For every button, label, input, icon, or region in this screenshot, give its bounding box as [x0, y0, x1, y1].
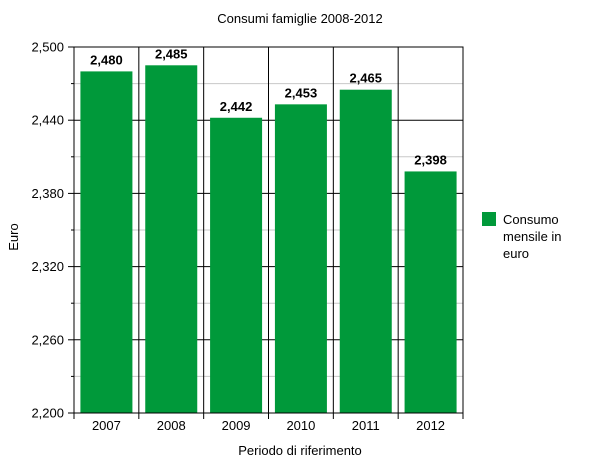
bar — [274, 104, 327, 413]
y-tick-label: 2,440 — [31, 113, 64, 128]
y-tick-label: 2,380 — [31, 186, 64, 201]
x-tick-label: 2012 — [416, 418, 445, 433]
bar — [210, 117, 263, 413]
x-tick-label: 2008 — [157, 418, 186, 433]
data-labels: 2,480 2,485 2,442 2,453 2,465 2,398 — [90, 46, 447, 167]
axes: 2,200 2,260 2,320 2,380 2,440 2,500 2007 2008 20… — [31, 40, 464, 433]
x-tick-label: 2007 — [92, 418, 121, 433]
y-tick-label: 2,200 — [31, 406, 64, 421]
legend-swatch — [482, 212, 496, 226]
bar — [145, 65, 198, 414]
x-tick-label: 2010 — [286, 418, 315, 433]
y-tick-label: 2,320 — [31, 259, 64, 274]
bar — [404, 171, 457, 413]
data-label: 2,442 — [220, 99, 253, 114]
data-label: 2,465 — [349, 71, 382, 86]
chart-title: Consumi famiglie 2008-2012 — [217, 11, 382, 26]
bars — [80, 65, 457, 414]
bar — [80, 71, 133, 414]
x-tick-label: 2009 — [222, 418, 251, 433]
y-tick-label: 2,260 — [31, 332, 64, 347]
data-label: 2,398 — [414, 152, 447, 167]
data-label: 2,480 — [90, 52, 123, 67]
y-axis-label: Euro — [6, 223, 21, 250]
legend-label: Consumo mensile in euro — [503, 212, 565, 261]
x-tick-label: 2011 — [352, 418, 380, 433]
y-tick-label: 2,500 — [31, 40, 64, 55]
x-axis-label: Periodo di riferimento — [238, 443, 362, 458]
legend: Consumo mensile in euro — [482, 212, 565, 261]
bar — [339, 89, 392, 413]
data-label: 2,485 — [155, 46, 188, 61]
data-label: 2,453 — [285, 85, 318, 100]
